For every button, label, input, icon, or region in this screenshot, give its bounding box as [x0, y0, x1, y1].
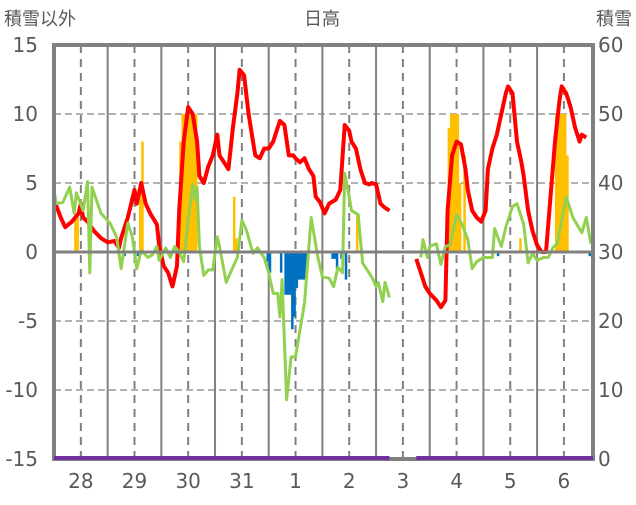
orange-bar [563, 114, 567, 252]
left-tick-label: 0 [25, 240, 38, 264]
right-tick-label: 30 [598, 240, 623, 264]
blue-bar [496, 252, 500, 257]
orange-bar [452, 114, 455, 252]
day-label: 30 [175, 469, 200, 493]
right-tick-label: 50 [598, 102, 623, 126]
blue-bar [331, 252, 334, 259]
right-tick-label: 60 [598, 33, 623, 57]
blue-bar [344, 252, 348, 280]
blue-bar [297, 252, 301, 280]
orange-bar [557, 114, 560, 252]
day-label: 28 [68, 469, 93, 493]
left-tick-label: -10 [5, 378, 38, 402]
plot-frame [52, 43, 595, 461]
orange-bar [74, 213, 77, 252]
left-tick-label: -15 [5, 447, 38, 471]
orange-bar [554, 114, 558, 252]
blue-bar [286, 252, 290, 295]
blue-bar [333, 252, 337, 259]
orange-bar [183, 114, 187, 252]
red-line [52, 67, 588, 310]
orange-bar [232, 196, 236, 252]
orange-bar [561, 114, 565, 252]
blue-bar [288, 252, 292, 295]
orange-bar [185, 114, 189, 252]
day-label: 29 [122, 469, 147, 493]
left-axis-title: 積雪以外 [4, 9, 76, 30]
blue-bar [291, 252, 294, 330]
orange-bar [463, 155, 466, 252]
day-label: 2 [343, 469, 356, 493]
right-tick-label: 10 [598, 378, 623, 402]
blue-bar [268, 252, 272, 273]
left-tick-label: 15 [13, 33, 38, 57]
orange-bar [454, 114, 457, 252]
blue-bar [136, 252, 140, 257]
orange-bar [138, 194, 142, 252]
day-label: 6 [558, 469, 571, 493]
orange-bar [235, 238, 238, 252]
right-tick-label: 0 [598, 447, 611, 471]
blue-bar [279, 252, 283, 273]
orange-bar [190, 114, 193, 252]
blue-bar [266, 252, 270, 262]
orange-bar [456, 114, 460, 252]
day-label: 1 [289, 469, 302, 493]
left-tick-label: 5 [25, 171, 38, 195]
day-label: 4 [450, 469, 463, 493]
orange-bar [559, 114, 562, 252]
bars [74, 114, 592, 330]
orange-bar [76, 213, 79, 252]
left-tick-label: -5 [18, 309, 38, 333]
orange-bar [194, 114, 198, 252]
right-tick-label: 40 [598, 171, 623, 195]
chart-title: 日高 [304, 9, 340, 30]
right-axis-title: 積雪 [596, 9, 632, 30]
blue-bar [304, 252, 308, 280]
blue-bar [300, 252, 303, 280]
blue-bar [588, 252, 592, 257]
blue-bar [295, 252, 299, 288]
blue-bar [335, 252, 339, 269]
day-label: 5 [504, 469, 517, 493]
orange-bar [519, 238, 522, 252]
blue-bar [293, 252, 296, 317]
orange-bar [188, 114, 191, 252]
orange-bar [355, 214, 359, 252]
day-label: 3 [397, 469, 410, 493]
blue-bar [284, 252, 287, 295]
blue-bar [302, 252, 305, 280]
left-tick-label: 10 [13, 102, 38, 126]
orange-bar [192, 114, 196, 252]
right-tick-label: 20 [598, 309, 623, 333]
day-label: 31 [229, 469, 254, 493]
